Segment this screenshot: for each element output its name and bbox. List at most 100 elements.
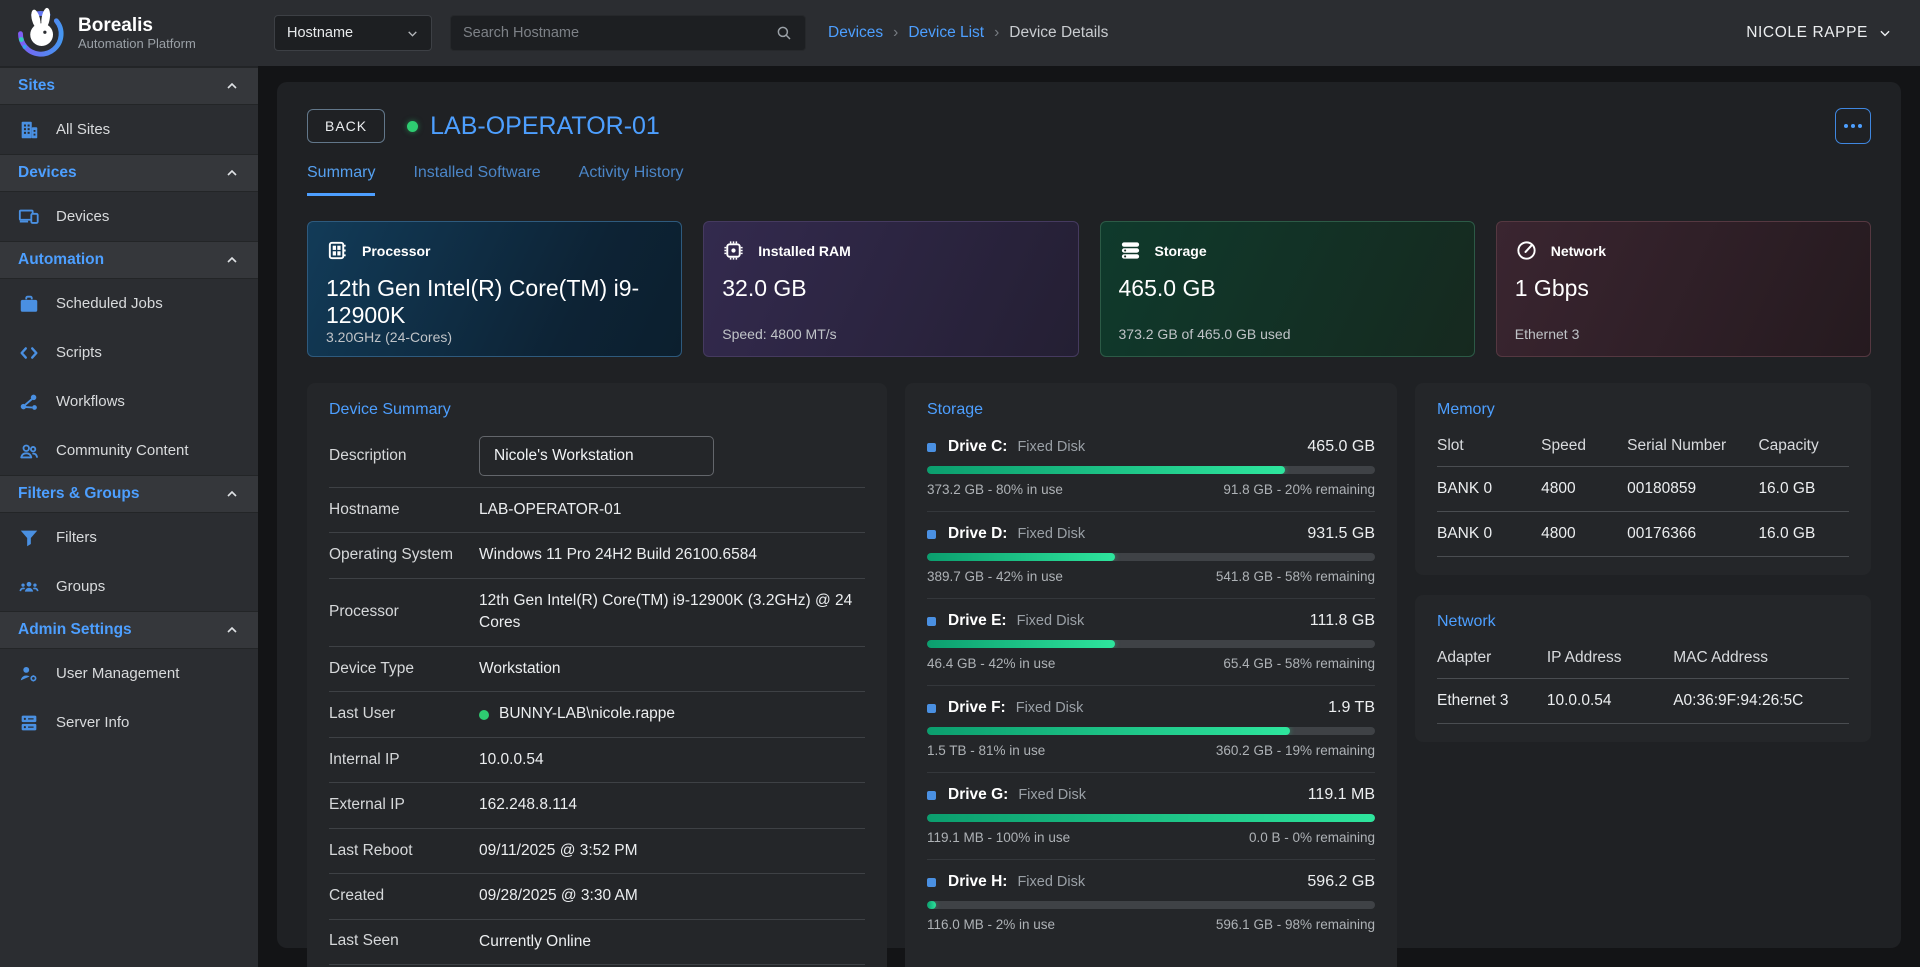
device-details-panel: BACK LAB-OPERATOR-01 Summary Installed S… (277, 82, 1901, 967)
chevron-up-icon (227, 169, 237, 176)
network-col-header: MAC Address (1673, 649, 1768, 666)
kebab-menu-icon (1844, 124, 1848, 128)
sidebar-section-admin-settings[interactable]: Admin Settings (0, 611, 258, 649)
breadcrumb-separator: › (994, 24, 1000, 41)
ram-icon (724, 241, 743, 260)
memory-table: Slot Speed Serial Number Capacity BANK 0… (1437, 425, 1849, 557)
sidebar-item-label: Devices (56, 208, 110, 225)
brand-area: Borealis Automation Platform (0, 0, 258, 66)
sidebar-item-all-sites[interactable]: All Sites (0, 105, 258, 154)
search-icon[interactable] (775, 24, 793, 42)
sidebar-item-community-content[interactable]: Community Content (0, 426, 258, 475)
user-menu[interactable]: NICOLE RAPPE (1746, 24, 1892, 42)
workflow-icon (20, 394, 37, 410)
sidebar-item-label: All Sites (56, 121, 111, 138)
sidebar-item-devices[interactable]: Devices (0, 192, 258, 241)
sidebar-item-scheduled-jobs[interactable]: Scheduled Jobs (0, 279, 258, 328)
hostname-select[interactable]: Hostname (274, 15, 432, 51)
sidebar-item-filters[interactable]: Filters (0, 513, 258, 562)
panel-title: Memory (1437, 401, 1495, 418)
panel-title: Storage (927, 401, 984, 418)
code-icon (20, 346, 38, 359)
breadcrumb-devices[interactable]: Devices (828, 24, 884, 41)
gauge-icon (1517, 241, 1536, 260)
drive-usage-bar (927, 901, 1375, 909)
drive-remaining-label: 596.1 GB - 98% remaining (1215, 917, 1375, 932)
stat-card-network: Network 1 Gbps Ethernet 3 (1495, 221, 1871, 357)
back-button[interactable]: BACK (307, 109, 386, 143)
chevron-down-icon (1880, 30, 1890, 37)
stat-card-value: 12th Gen Intel(R) Core(TM) i9-12900K (326, 275, 640, 328)
memory-cell: 16.0 GB (1758, 466, 1849, 511)
memory-col-header: Serial Number (1627, 437, 1727, 454)
memory-col-header: Capacity (1758, 437, 1819, 454)
sidebar-section-sites[interactable]: Sites (0, 67, 258, 105)
sidebar-item-label: Community Content (56, 442, 189, 459)
sidebar-section-automation[interactable]: Automation (0, 241, 258, 279)
server-icon (21, 715, 37, 730)
summary-row-device-type: Device Type Workstation (329, 647, 865, 693)
sidebar-item-workflows[interactable]: Workflows (0, 377, 258, 426)
stat-card-label: Installed RAM (758, 242, 851, 259)
summary-row-last-user: Last User BUNNY-LAB\nicole.rappe (329, 692, 865, 738)
more-actions-button[interactable] (1835, 108, 1871, 144)
summary-row-external-ip: External IP 162.248.8.114 (329, 783, 865, 829)
sidebar-item-groups[interactable]: Groups (0, 562, 258, 611)
drive-bullet-icon (927, 616, 936, 626)
cpu-icon (328, 241, 346, 260)
sidebar-section-devices[interactable]: Devices (0, 154, 258, 192)
drive-usage-bar (927, 727, 1375, 735)
tab-installed-software[interactable]: Installed Software (413, 164, 541, 181)
online-status-dot (407, 120, 419, 132)
memory-panel: Memory Slot Speed Serial Number Capacity… (1415, 383, 1871, 575)
device-header: BACK LAB-OPERATOR-01 (307, 108, 1871, 144)
drive-bullet-icon (927, 790, 936, 800)
sidebar-item-user-management[interactable]: User Management (0, 649, 258, 698)
stat-card-caption: Ethernet 3 (1514, 326, 1580, 342)
device-name-title: LAB-OPERATOR-01 (430, 111, 660, 140)
tab-summary[interactable]: Summary (307, 164, 376, 196)
kebab-menu-icon (1851, 124, 1855, 128)
drive-row-c: Drive C: Fixed Disk 465.0 GB 373.2 GB - … (927, 425, 1375, 512)
stat-card-caption: Speed: 4800 MT/s (722, 326, 837, 342)
summary-row-last-seen: Last Seen Currently Online (329, 920, 865, 966)
stat-card-caption: 373.2 GB of 465.0 GB used (1118, 326, 1291, 342)
breadcrumb-device-list[interactable]: Device List (908, 24, 985, 41)
main-area: BACK LAB-OPERATOR-01 Summary Installed S… (258, 66, 1920, 967)
filter-icon (20, 530, 38, 546)
network-col-header: Adapter (1437, 649, 1492, 666)
stat-card-value: 32.0 GB (722, 275, 807, 301)
description-input[interactable] (479, 436, 714, 476)
tab-activity-history[interactable]: Activity History (578, 164, 684, 181)
breadcrumb-separator: › (893, 24, 899, 41)
drive-usage-bar (927, 466, 1375, 474)
stat-card-value: 465.0 GB (1118, 275, 1216, 301)
drive-row-f: Drive F: Fixed Disk 1.9 TB 1.5 TB - 81% … (927, 686, 1375, 773)
sidebar-section-filters-groups[interactable]: Filters & Groups (0, 475, 258, 513)
sidebar-item-label: Scheduled Jobs (56, 295, 163, 312)
summary-row-internal-ip: Internal IP 10.0.0.54 (329, 738, 865, 784)
sidebar-item-label: Filters (56, 529, 97, 546)
drive-remaining-label: 91.8 GB - 20% remaining (1223, 482, 1375, 497)
drive-remaining-label: 541.8 GB - 58% remaining (1215, 569, 1375, 584)
sidebar-item-scripts[interactable]: Scripts (0, 328, 258, 377)
summary-row-created: Created 09/28/2025 @ 3:30 AM (329, 874, 865, 920)
drive-remaining-label: 65.4 GB - 58% remaining (1223, 656, 1375, 671)
drive-row-e: Drive E: Fixed Disk 111.8 GB 46.4 GB - 4… (927, 599, 1375, 686)
stat-card-processor: Processor 12th Gen Intel(R) Core(TM) i9-… (307, 221, 683, 357)
stat-cards-row: Processor 12th Gen Intel(R) Core(TM) i9-… (307, 221, 1871, 357)
kebab-menu-icon (1858, 124, 1862, 128)
summary-row-last-reboot: Last Reboot 09/11/2025 @ 3:52 PM (329, 829, 865, 875)
rabbit-gear-logo (18, 7, 64, 57)
stat-card-storage: Storage 465.0 GB 373.2 GB of 465.0 GB us… (1099, 221, 1475, 357)
memory-cell: BANK 0 (1437, 511, 1542, 556)
panel-title: Network (1437, 613, 1496, 630)
drive-usage-bar (927, 553, 1375, 561)
search-input[interactable] (463, 25, 775, 41)
sidebar-item-server-info[interactable]: Server Info (0, 698, 258, 747)
memory-cell: 4800 (1541, 511, 1628, 556)
section-label: Filters & Groups (18, 485, 140, 502)
sidebar-item-label: Server Info (56, 714, 130, 731)
drive-used-label: 116.0 MB - 2% in use (927, 917, 1056, 932)
